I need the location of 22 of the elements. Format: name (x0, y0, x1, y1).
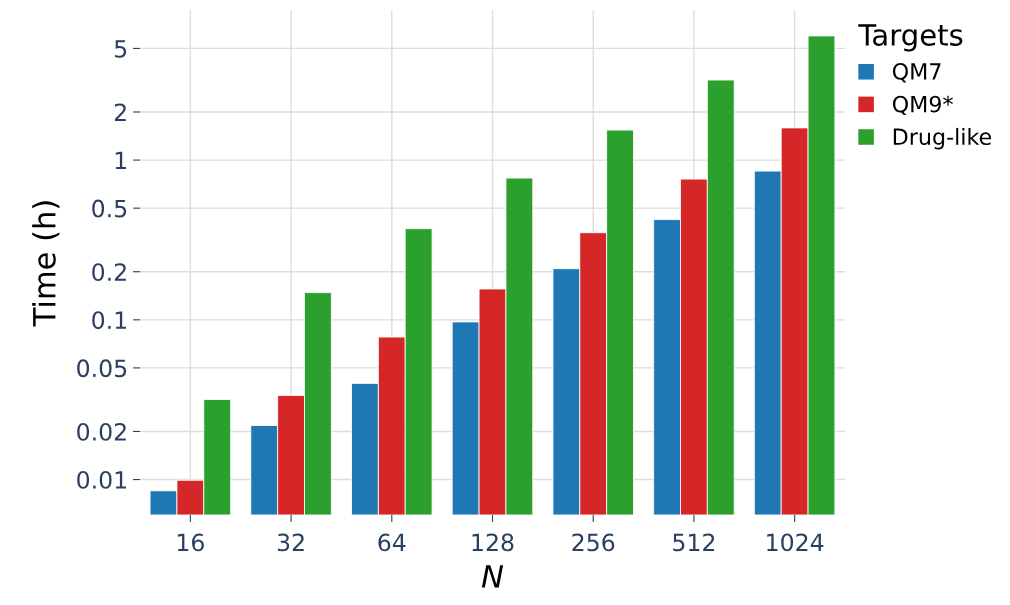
x-tick-label: 1024 (767, 533, 824, 552)
y-tick-label: 0.2 (92, 263, 126, 282)
y-tick-label: 0.1 (92, 311, 127, 330)
y-tick-label: 0.5 (92, 199, 127, 218)
y-tick-label: 1 (115, 151, 127, 170)
x-tick-label: 16 (177, 533, 204, 552)
x-tick-label: 256 (572, 533, 615, 552)
x-tick-label: 512 (673, 533, 715, 552)
y-axis-title: Time (h) (32, 201, 60, 327)
legend-title: Targets (858, 24, 963, 52)
x-tick-label: 64 (378, 533, 406, 552)
y-tick-label: 0.05 (77, 359, 127, 378)
legend-label: QM9* (892, 95, 953, 116)
y-tick-label: 0.02 (77, 422, 126, 441)
y-tick-label: 0.01 (77, 471, 127, 489)
x-tick-label: 32 (277, 533, 304, 552)
y-tick-label: 2 (114, 103, 126, 121)
x-tick-label: 128 (472, 533, 514, 552)
legend-label: QM7 (892, 63, 941, 83)
legend-label: Drug-like (893, 127, 992, 150)
x-axis-title: N (481, 565, 504, 588)
y-tick-label: 5 (114, 40, 127, 58)
